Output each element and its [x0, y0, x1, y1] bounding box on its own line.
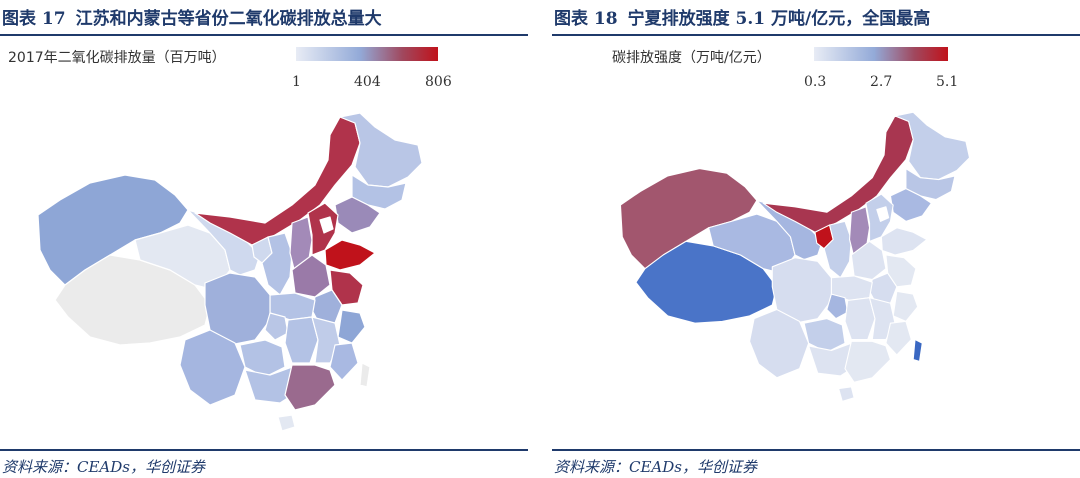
left-figure-title-text: 江苏和内蒙古等省份二氧化碳排放总量大: [75, 9, 382, 29]
left-figure-panel: 图表 17 江苏和内蒙古等省份二氧化碳排放总量大 2017年二氧化碳排放量（百万吨…: [0, 0, 528, 478]
region-xinjiang: [37, 174, 189, 286]
region-fujian: [329, 342, 359, 381]
left-legend-tick-min: 1: [292, 74, 301, 90]
region-liaoning: [889, 188, 932, 222]
region-chongqing: [826, 293, 849, 320]
right-source-note: 资料来源：CEADs，华创证券: [554, 458, 757, 476]
right-figure-panel: 图表 18 宁夏排放强度 5.1 万吨/亿元，全国最高 碳排放强度（万吨/亿元） …: [552, 0, 1080, 478]
region-hunan: [844, 297, 876, 341]
right-legend-tick-max: 5.1: [936, 74, 959, 90]
region-sichuan: [204, 272, 271, 346]
region-zhejiang: [337, 309, 366, 344]
right-legend-tick-min: 0.3: [804, 74, 827, 90]
region-heilongjiang: [339, 112, 423, 188]
region-hunan: [284, 316, 319, 364]
region-fujian: [885, 320, 912, 356]
region-hainan: [277, 414, 296, 432]
right-figure-title: 图表 18 宁夏排放强度 5.1 万吨/亿元，全国最高: [554, 4, 930, 29]
region-tibet: [54, 254, 211, 346]
right-figure-label: 图表 18: [554, 9, 618, 29]
region-chongqing: [264, 312, 289, 341]
region-beijing: [319, 216, 334, 234]
right-source-rule: [552, 449, 1080, 451]
left-china-map: [37, 112, 423, 432]
region-taiwan: [359, 362, 371, 388]
region-shandong: [324, 239, 376, 271]
left-source-rule: [0, 449, 528, 451]
left-source-note: 资料来源：CEADs，华创证券: [2, 458, 205, 476]
region-zhejiang: [892, 290, 919, 322]
region-yunnan: [749, 308, 810, 379]
left-figure-title: 图表 17 江苏和内蒙古等省份二氧化碳排放总量大: [2, 4, 382, 29]
left-figure-label: 图表 17: [2, 9, 66, 29]
region-yunnan: [179, 329, 246, 406]
region-xinjiang: [619, 168, 758, 270]
region-hainan: [838, 386, 855, 402]
region-shandong: [880, 227, 928, 256]
right-figure-title-text: 宁夏排放强度 5.1 万吨/亿元，全国最高: [627, 9, 931, 29]
left-legend-tick-mid: 404: [354, 74, 381, 90]
region-liaoning: [334, 196, 381, 234]
left-legend-title: 2017年二氧化碳排放量（百万吨）: [8, 50, 226, 66]
region-heilongjiang: [894, 111, 971, 181]
right-legend-colorbar: [814, 47, 948, 61]
right-china-map: [619, 111, 971, 402]
left-legend-tick-max: 806: [425, 74, 452, 90]
region-tibet: [635, 240, 778, 324]
left-legend-colorbar: [296, 47, 438, 61]
region-guangdong: [284, 364, 336, 411]
region-sichuan: [771, 257, 832, 324]
right-legend-title: 碳排放强度（万吨/亿元）: [612, 50, 771, 66]
right-legend-tick-mid: 2.7: [870, 74, 893, 90]
left-title-rule: [0, 34, 528, 36]
region-taiwan: [912, 338, 923, 362]
region-guangdong: [844, 340, 891, 383]
right-title-rule: [552, 34, 1080, 36]
region-beijing: [876, 206, 890, 222]
